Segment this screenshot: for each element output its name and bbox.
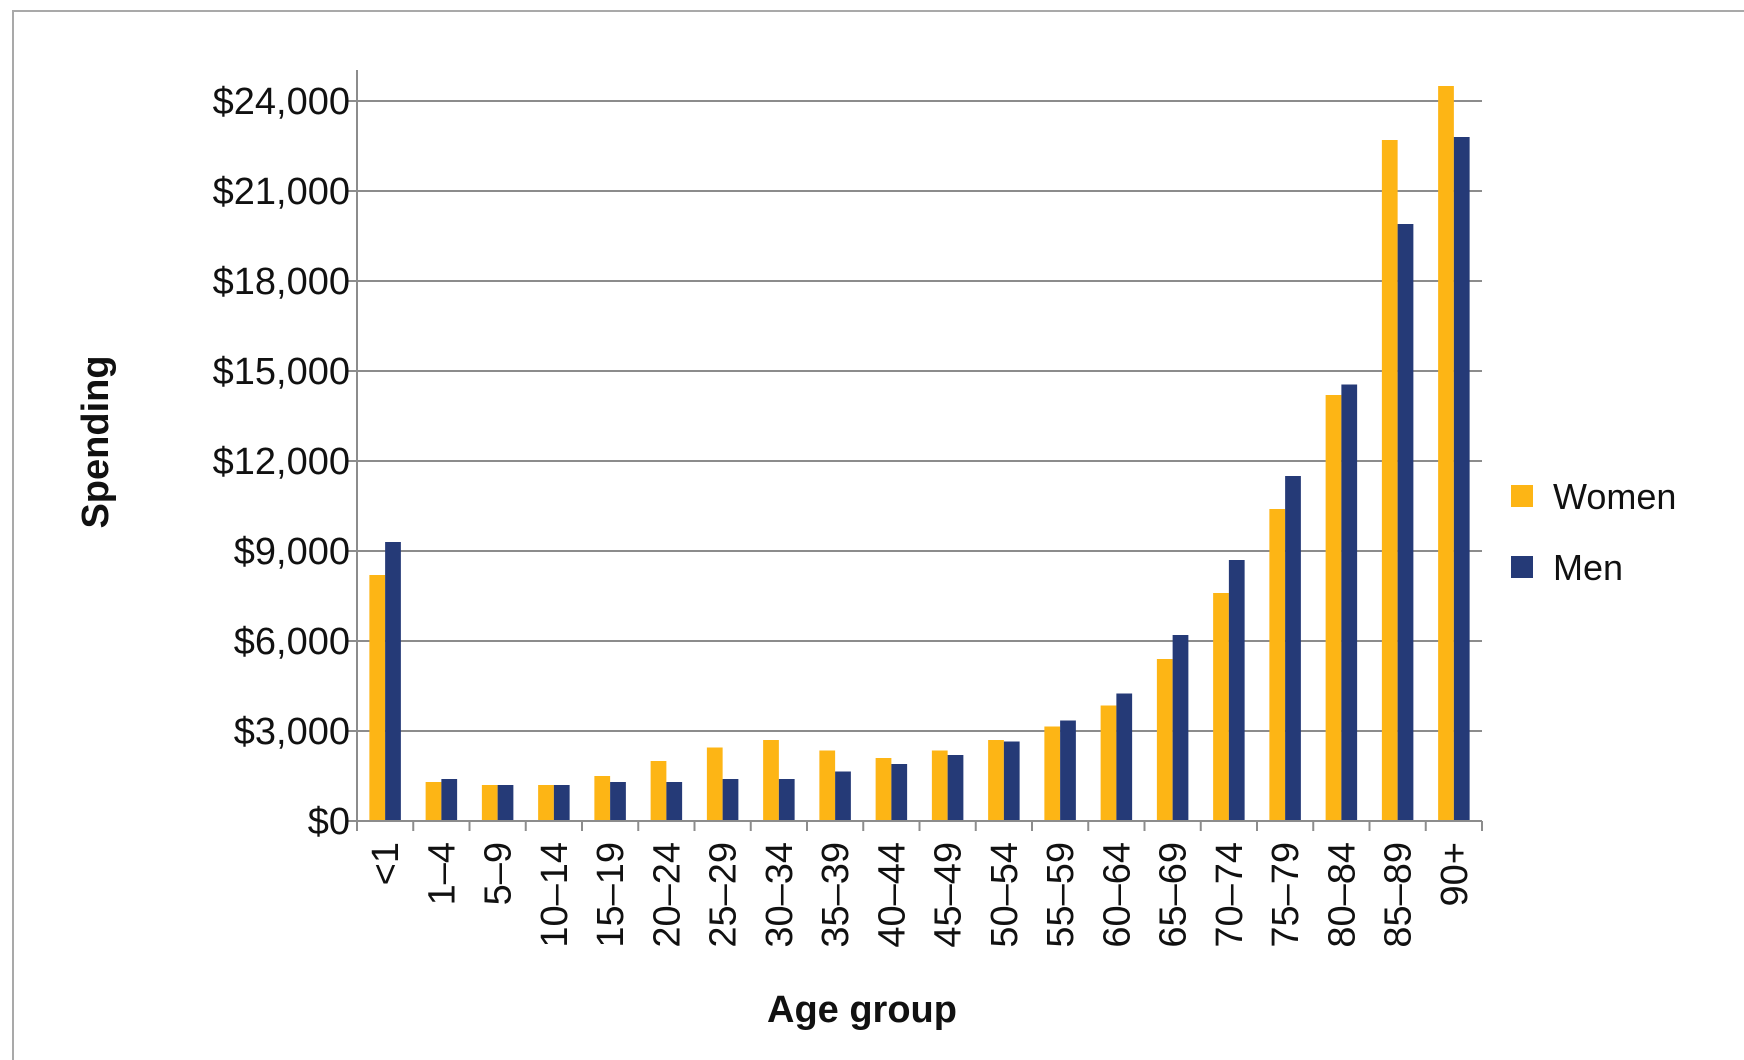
legend-label-men: Men [1553, 547, 1623, 588]
x-tick-label: 5–9 [478, 842, 520, 905]
x-tick-label: <1 [365, 842, 407, 885]
x-tick-label: 20–24 [646, 842, 688, 948]
bar-men [835, 771, 851, 821]
bar-men [1116, 693, 1133, 821]
y-tick-label: $15,000 [213, 351, 350, 393]
legend: Women Men [1511, 476, 1676, 588]
y-tick-labels: $0 $3,000 $6,000 $9,000 $12,000 $15,000 $18,00… [213, 81, 350, 843]
gridlines [347, 100, 1482, 822]
bar-women [1100, 705, 1117, 821]
bar-women [931, 750, 948, 821]
bar-women [1213, 593, 1229, 821]
x-tick-label: 60–64 [1096, 842, 1138, 948]
bar-men [891, 764, 908, 821]
y-tick-label: $6,000 [234, 621, 350, 663]
bar-men [1172, 635, 1189, 821]
x-tick-label: 90+ [1434, 842, 1476, 906]
bar-men [778, 779, 795, 821]
x-tick-label: 10–14 [534, 842, 576, 948]
x-tick-label: 45–49 [928, 842, 970, 948]
bar-men [1285, 476, 1301, 821]
bar-men [1453, 137, 1470, 821]
legend-swatch-women [1511, 485, 1533, 507]
axes [347, 70, 1483, 831]
bar-women [594, 776, 611, 821]
bar-women [1156, 659, 1173, 821]
bar-men [722, 779, 739, 821]
bar-women [875, 758, 892, 821]
bar-men [610, 782, 626, 821]
x-tick-label: 1–4 [421, 842, 463, 905]
bar-men [553, 785, 570, 821]
bar-women [481, 785, 498, 821]
x-tick-labels: <1 1–4 5–9 10–14 15–19 20–24 25–29 30–34 35–39 40… [365, 842, 1476, 948]
x-tick-label: 75–79 [1265, 842, 1307, 948]
x-tick-label: 35–39 [815, 842, 857, 948]
x-tick-label: 50–54 [984, 842, 1026, 948]
bar-women [1438, 86, 1454, 821]
bar-women [819, 750, 836, 821]
y-axis-title: Spending [75, 355, 117, 528]
bar-men [441, 779, 458, 821]
bar-women [650, 761, 667, 821]
y-tick-label: $0 [308, 801, 350, 843]
x-tick-label: 70–74 [1209, 842, 1251, 948]
bars [369, 86, 1470, 821]
x-tick-label: 30–34 [759, 842, 801, 948]
bar-women [538, 785, 554, 821]
x-tick-label: 40–44 [871, 842, 913, 948]
y-tick-label: $3,000 [234, 711, 350, 753]
bar-women [1044, 726, 1061, 821]
y-tick-label: $12,000 [213, 441, 350, 483]
bar-men [1060, 720, 1076, 821]
x-tick-label: 55–59 [1040, 842, 1082, 948]
bar-men [385, 542, 401, 821]
x-tick-label: 80–84 [1321, 842, 1363, 948]
bar-men [497, 785, 514, 821]
legend-label-women: Women [1553, 476, 1676, 517]
bar-men [1228, 560, 1245, 821]
bar-women [706, 747, 723, 821]
x-tick-label: 15–19 [590, 842, 632, 948]
x-tick-label: 85–89 [1378, 842, 1420, 948]
legend-swatch-men [1511, 556, 1533, 578]
bar-women [763, 740, 779, 821]
y-tick-label: $9,000 [234, 531, 350, 573]
bar-men [1397, 224, 1414, 821]
bar-women [1325, 395, 1342, 821]
bar-women [1269, 509, 1286, 821]
bar-women [988, 740, 1004, 821]
bar-women [425, 782, 442, 821]
bar-men [1003, 741, 1020, 821]
y-tick-label: $18,000 [213, 261, 350, 303]
bar-women [1381, 140, 1398, 821]
bar-men [666, 782, 683, 821]
x-tick-label: 65–69 [1153, 842, 1195, 948]
bar-men [1341, 384, 1358, 821]
y-tick-label: $24,000 [213, 81, 350, 123]
y-tick-label: $21,000 [213, 171, 350, 213]
x-axis-title: Age group [767, 989, 957, 1031]
x-tick-label: 25–29 [703, 842, 745, 948]
bar-women [369, 575, 386, 821]
bar-men [947, 755, 964, 821]
